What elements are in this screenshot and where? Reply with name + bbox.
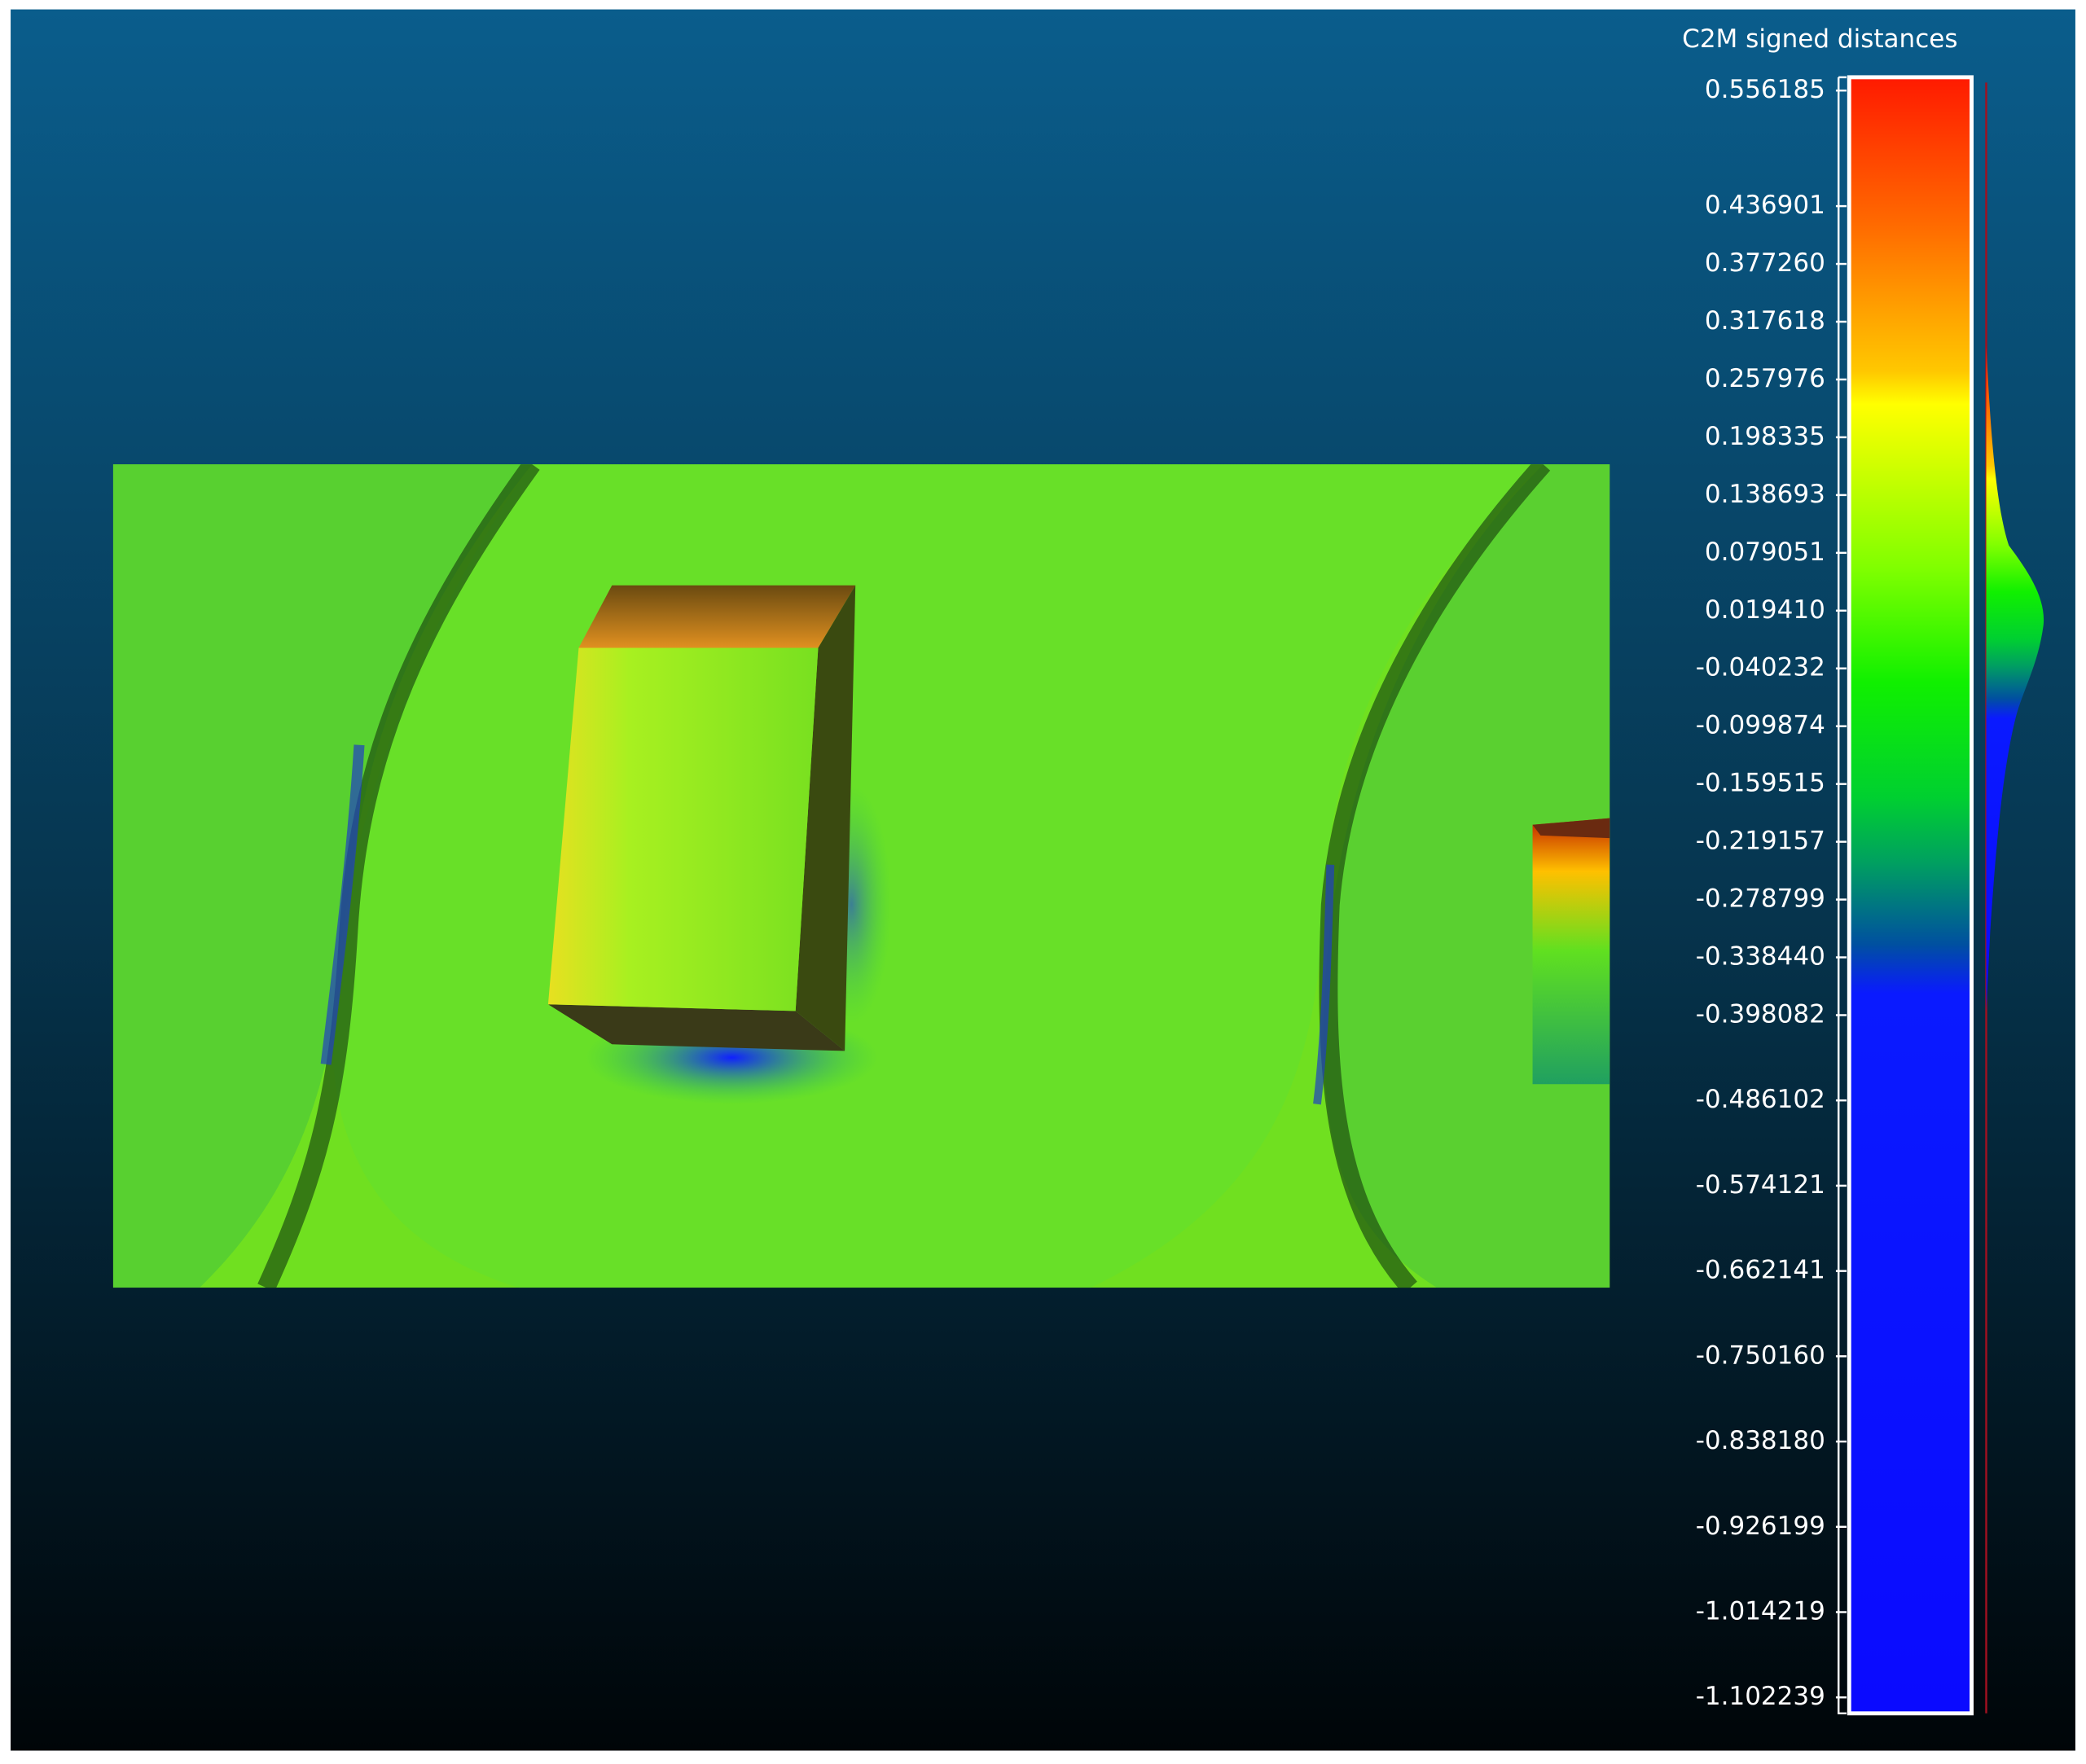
tick-label: -0.486102 — [1696, 1085, 1825, 1114]
tick-label: -0.574121 — [1696, 1170, 1825, 1200]
tick-label: -0.278799 — [1696, 884, 1825, 914]
tick-label: 0.079051 — [1705, 538, 1825, 567]
tick-label: -1.014219 — [1696, 1596, 1825, 1626]
tick-label: -0.838180 — [1696, 1426, 1825, 1455]
tick-label: -0.662141 — [1696, 1256, 1825, 1285]
tick-label: -0.338440 — [1696, 942, 1825, 972]
tick-label: 0.377260 — [1705, 248, 1825, 278]
scene — [112, 464, 1610, 1288]
tick-label: 0.019410 — [1705, 595, 1825, 625]
tick-label: -0.926199 — [1696, 1512, 1825, 1541]
color-bar — [1847, 75, 1974, 1716]
tick-label: 0.138693 — [1705, 480, 1825, 509]
tick-label: 0.317618 — [1705, 306, 1825, 336]
tick-label: 0.556185 — [1705, 75, 1825, 104]
tick-label: -0.159515 — [1696, 769, 1825, 798]
tick-label: -0.099874 — [1696, 711, 1825, 740]
tick-label: 0.436901 — [1705, 191, 1825, 220]
tick-label: -0.398082 — [1696, 999, 1825, 1029]
scale-title: C2M signed distances — [1682, 24, 1957, 54]
tick-label: 0.198335 — [1705, 422, 1825, 451]
tick-label: -0.219157 — [1696, 827, 1825, 856]
tick-label: -0.040232 — [1696, 653, 1825, 682]
tick-label: -1.102239 — [1696, 1682, 1825, 1711]
tick-label: 0.257976 — [1705, 364, 1825, 393]
scale-axis — [1837, 76, 1847, 1715]
tick-label: -0.750160 — [1696, 1341, 1825, 1370]
histogram — [1986, 345, 2044, 1011]
